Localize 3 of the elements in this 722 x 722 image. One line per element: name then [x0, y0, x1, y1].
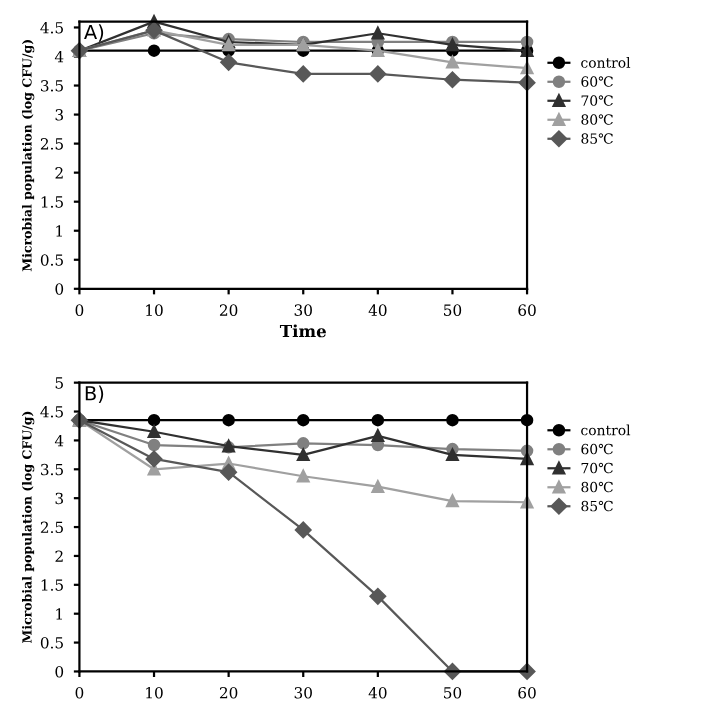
chart-title: B)	[85, 385, 104, 403]
x-axis-title: Time	[279, 324, 326, 338]
chart-title: A)	[84, 24, 104, 42]
